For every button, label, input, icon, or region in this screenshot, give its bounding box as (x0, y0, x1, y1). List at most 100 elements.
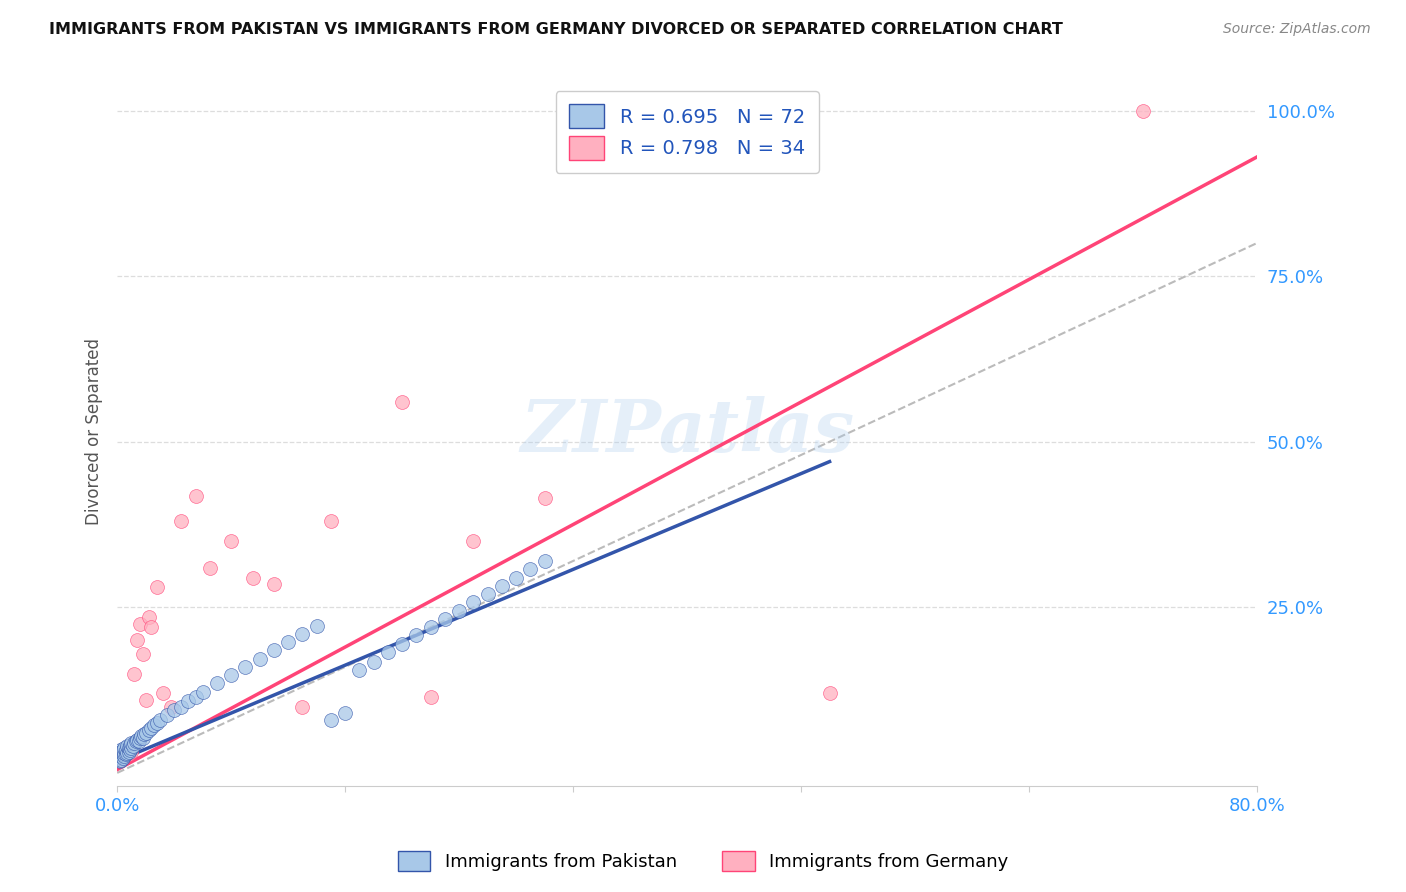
Point (170, 699, 193, 714)
Point (111, 742, 134, 756)
Point (114, 742, 136, 756)
Point (818, 686, 841, 700)
Point (1132, 103, 1154, 118)
Point (117, 740, 139, 755)
Point (433, 612, 456, 626)
Point (124, 666, 146, 681)
Point (419, 690, 441, 704)
Point (191, 685, 214, 699)
Point (115, 745, 138, 759)
Point (198, 560, 221, 574)
Point (263, 577, 285, 591)
Point (118, 742, 141, 756)
Point (146, 716, 169, 731)
Point (110, 749, 132, 764)
Point (107, 746, 129, 760)
Point (163, 703, 186, 717)
Point (134, 727, 156, 741)
Point (114, 746, 136, 760)
Point (111, 747, 134, 762)
Point (118, 742, 141, 756)
Point (170, 514, 193, 528)
Point (129, 731, 152, 746)
Text: IMMIGRANTS FROM PAKISTAN VS IMMIGRANTS FROM GERMANY DIVORCED OR SEPARATED CORREL: IMMIGRANTS FROM PAKISTAN VS IMMIGRANTS F… (49, 22, 1063, 37)
Point (184, 690, 207, 704)
Legend: R = 0.695   N = 72, R = 0.798   N = 34: R = 0.695 N = 72, R = 0.798 N = 34 (555, 91, 818, 173)
Point (120, 736, 142, 750)
Point (117, 745, 139, 759)
Point (121, 739, 143, 754)
Point (349, 663, 371, 677)
Point (108, 751, 131, 765)
Point (115, 746, 138, 760)
Point (219, 668, 242, 682)
Point (149, 713, 172, 727)
Point (242, 570, 264, 584)
Point (235, 660, 257, 674)
Point (127, 633, 149, 648)
Point (108, 742, 131, 756)
Point (319, 514, 342, 528)
Point (291, 699, 314, 714)
Point (112, 749, 135, 764)
Point (112, 749, 135, 764)
Point (132, 731, 155, 746)
Point (120, 745, 142, 759)
Point (110, 745, 132, 759)
Point (391, 395, 413, 409)
Point (391, 637, 413, 651)
Point (463, 595, 485, 609)
Point (519, 562, 541, 576)
Point (143, 718, 166, 732)
Point (108, 749, 131, 764)
Point (184, 489, 207, 503)
Point (363, 655, 385, 669)
Point (117, 747, 139, 762)
Point (128, 734, 150, 748)
Point (333, 706, 356, 721)
Point (141, 620, 163, 634)
Point (160, 699, 183, 714)
Point (463, 534, 485, 549)
Point (111, 751, 134, 765)
Point (305, 619, 328, 633)
Point (156, 707, 179, 722)
Point (107, 753, 129, 767)
Y-axis label: Divorced or Separated: Divorced or Separated (86, 338, 103, 525)
Point (141, 721, 163, 735)
Point (491, 579, 513, 593)
Point (110, 747, 132, 762)
Text: Source: ZipAtlas.com: Source: ZipAtlas.com (1223, 22, 1371, 37)
Point (319, 713, 342, 727)
Point (111, 747, 134, 762)
Point (291, 627, 314, 641)
Point (477, 587, 499, 601)
Point (249, 652, 271, 666)
Point (277, 634, 299, 648)
Point (124, 736, 146, 750)
Point (131, 730, 153, 744)
Point (219, 534, 242, 549)
Point (114, 747, 136, 762)
Point (118, 738, 141, 752)
Point (138, 723, 160, 737)
Point (115, 739, 138, 754)
Point (107, 751, 129, 765)
Point (112, 740, 135, 755)
Point (449, 604, 471, 618)
Point (533, 491, 555, 505)
Point (108, 746, 131, 760)
Point (108, 754, 131, 768)
Point (146, 581, 169, 595)
Point (177, 694, 200, 708)
Text: ZIPatlas: ZIPatlas (520, 396, 855, 467)
Point (152, 686, 174, 700)
Point (127, 732, 149, 747)
Point (263, 643, 285, 657)
Point (125, 734, 148, 748)
Point (533, 554, 555, 568)
Point (138, 610, 160, 624)
Point (377, 645, 399, 659)
Point (135, 693, 157, 707)
Point (107, 749, 129, 764)
